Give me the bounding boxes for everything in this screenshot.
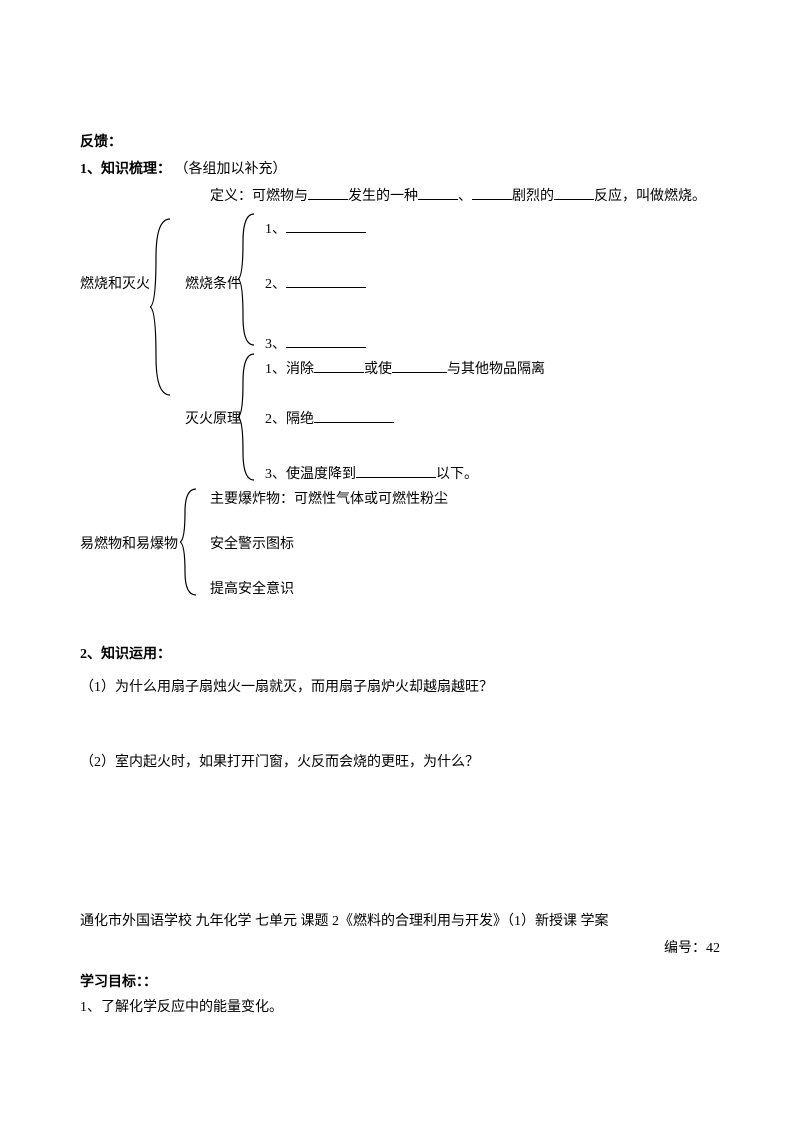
blank-field[interactable] bbox=[392, 359, 447, 373]
section2-label: 2、知识运用： bbox=[80, 642, 720, 667]
footer: 通化市外国语学校 九年化学 七单元 课题 2《燃料的合理利用与开发》（1）新授课… bbox=[80, 909, 720, 1020]
blank-field[interactable] bbox=[554, 186, 594, 200]
def-prefix: 定义：可燃物与 bbox=[210, 189, 308, 204]
item-label: 2、 bbox=[265, 277, 286, 292]
brace-icon bbox=[238, 212, 256, 347]
blank-field[interactable] bbox=[286, 274, 366, 288]
blank-field[interactable] bbox=[314, 409, 394, 423]
blank-field[interactable] bbox=[356, 464, 436, 478]
question-1: （1）为什么用扇子扇烛火一扇就灭，而用扇子扇炉火却越扇越旺？ bbox=[80, 675, 720, 700]
blank-field[interactable] bbox=[308, 186, 348, 200]
root2-item3: 提高安全意识 bbox=[210, 577, 294, 602]
brace-icon bbox=[180, 487, 198, 597]
item-label: 1、 bbox=[265, 222, 286, 237]
footer-title: 通化市外国语学校 九年化学 七单元 课题 2《燃料的合理利用与开发》（1）新授课… bbox=[80, 909, 720, 934]
tree-root2: 易燃物和易爆物 bbox=[80, 532, 178, 557]
item-label: 以下。 bbox=[436, 467, 478, 482]
def-mid3: 剧烈的 bbox=[512, 189, 554, 204]
brace-icon bbox=[238, 352, 256, 482]
branch1-item1: 1、 bbox=[265, 217, 366, 242]
blank-field[interactable] bbox=[472, 186, 512, 200]
item-label: 与其他物品隔离 bbox=[447, 362, 545, 377]
study-goal-item1: 1、了解化学反应中的能量变化。 bbox=[80, 995, 720, 1020]
blank-field[interactable] bbox=[286, 219, 366, 233]
blank-field[interactable] bbox=[418, 186, 458, 200]
definition-line: 定义：可燃物与 发生的一种 、 剧烈的 反应，叫做燃烧。 bbox=[80, 184, 720, 209]
item-label: 3、 bbox=[265, 337, 286, 352]
section1-row: 1、知识梳理： （各组加以补充） bbox=[80, 157, 720, 182]
section2: 2、知识运用： （1）为什么用扇子扇烛火一扇就灭，而用扇子扇炉火却越扇越旺？ （… bbox=[80, 642, 720, 776]
def-mid2: 、 bbox=[458, 189, 472, 204]
study-goal-label: 学习目标：： bbox=[80, 970, 720, 995]
blank-field[interactable] bbox=[286, 334, 366, 348]
blank-field[interactable] bbox=[314, 359, 364, 373]
def-mid1: 发生的一种 bbox=[348, 189, 418, 204]
item-label: 或使 bbox=[364, 362, 392, 377]
section1-note: （各组加以补充） bbox=[175, 162, 287, 177]
branch2-item3: 3、使温度降到 以下。 bbox=[265, 462, 478, 487]
root2-item2: 安全警示图标 bbox=[210, 532, 294, 557]
brace-icon bbox=[150, 217, 172, 397]
root2-item1: 主要爆炸物：可燃性气体或可燃性粉尘 bbox=[210, 487, 448, 512]
item-label: 3、使温度降到 bbox=[265, 467, 356, 482]
knowledge-tree: 燃烧和灭火 燃烧条件 1、 2、 3、 灭火原理 1、消除 或使 与其他物品隔离 2… bbox=[80, 212, 720, 612]
branch1-item3: 3、 bbox=[265, 332, 366, 357]
branch2-item1: 1、消除 或使 与其他物品隔离 bbox=[265, 357, 545, 382]
footer-number: 编号：42 bbox=[80, 936, 720, 961]
item-label: 1、消除 bbox=[265, 362, 314, 377]
tree-branch1: 燃烧条件 bbox=[185, 272, 241, 297]
section1-label: 1、知识梳理： bbox=[80, 162, 171, 177]
tree-branch2: 灭火原理 bbox=[185, 407, 241, 432]
question-2: （2）室内起火时，如果打开门窗，火反而会烧的更旺，为什么？ bbox=[80, 750, 720, 775]
item-label: 2、隔绝 bbox=[265, 412, 314, 427]
branch1-item2: 2、 bbox=[265, 272, 366, 297]
branch2-item2: 2、隔绝 bbox=[265, 407, 394, 432]
feedback-heading: 反馈： bbox=[80, 130, 720, 155]
tree-root1: 燃烧和灭火 bbox=[80, 272, 150, 297]
def-suffix: 反应，叫做燃烧。 bbox=[594, 189, 706, 204]
